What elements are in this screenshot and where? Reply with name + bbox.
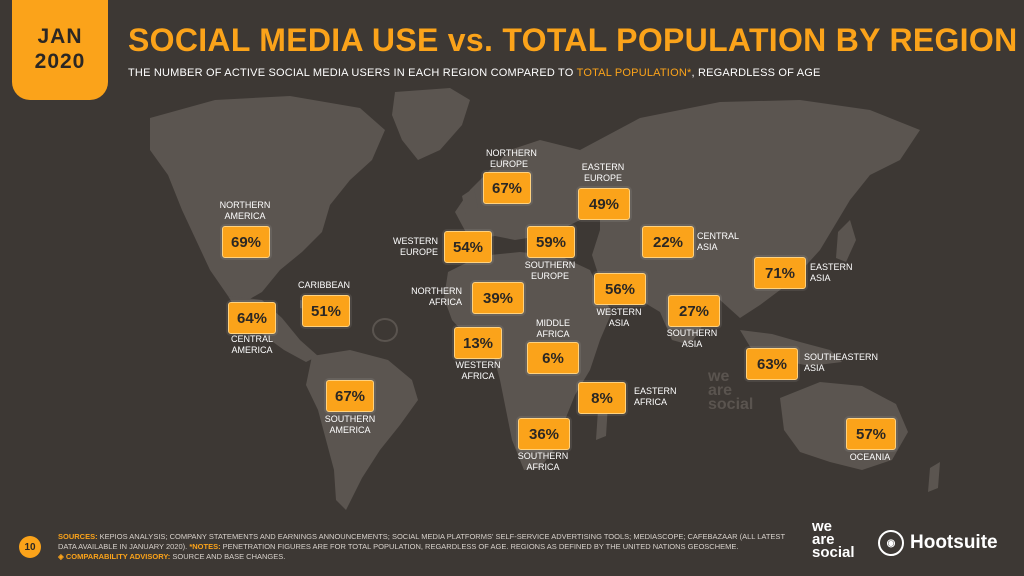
value-oceania: 57% [846,418,896,450]
date-year: 2020 [34,50,86,73]
north-america-shape [150,96,385,300]
value-western-africa: 13% [454,327,502,359]
value-southern-asia: 27% [668,295,720,327]
value-eastern-europe: 49% [578,188,630,220]
new-zealand-shape [928,462,940,492]
date-month: JAN [37,25,83,48]
owl-icon: ◉ [878,530,904,556]
value-caribbean: 51% [302,295,350,327]
label-southern-asia: SOUTHERN ASIA [666,328,718,349]
page-subtitle: THE NUMBER OF ACTIVE SOCIAL MEDIA USERS … [128,67,821,79]
value-northern-africa: 39% [472,282,524,314]
value-northern-europe: 67% [483,172,531,204]
label-oceania: OCEANIA [849,452,891,462]
label-eastern-europe: EASTERN EUROPE [581,162,625,183]
value-middle-africa: 6% [527,342,579,374]
label-western-africa: WESTERN AFRICA [455,360,501,381]
label-western-asia: WESTERN ASIA [596,307,642,328]
page-number: 10 [19,536,41,558]
british-isles-shape [462,188,478,214]
asia-shape [580,100,920,345]
we-are-social-logo: we are social [812,518,855,561]
we-are-social-watermark: we are social [708,368,754,413]
label-southern-africa: SOUTHERN AFRICA [517,451,569,472]
label-southern-europe: SOUTHERN EUROPE [524,260,576,281]
value-central-asia: 22% [642,226,694,258]
label-northern-africa: NORTHERN AFRICA [411,286,462,307]
label-southern-america: SOUTHERN AMERICA [324,414,376,435]
label-central-asia: CENTRAL ASIA [697,231,739,252]
label-central-america: CENTRAL AMERICA [230,334,273,355]
value-western-europe: 54% [444,231,492,263]
greenland-shape [392,88,470,160]
label-northern-america: NORTHERN AMERICA [219,200,271,221]
value-southern-america: 67% [326,380,374,412]
japan-shape [836,220,856,262]
value-central-america: 64% [228,302,276,334]
label-southeastern-asia: SOUTHEASTERN ASIA [804,352,879,373]
value-southern-europe: 59% [527,226,575,258]
value-western-asia: 56% [594,273,646,305]
value-southern-africa: 36% [518,418,570,450]
page-title: SOCIAL MEDIA USE vs. TOTAL POPULATION BY… [128,22,1018,58]
hootsuite-logo: ◉ Hootsuite [878,530,998,556]
value-southeastern-asia: 63% [746,348,798,380]
hootsuite-logo-text: Hootsuite [910,532,998,553]
value-eastern-africa: 8% [578,382,626,414]
label-eastern-asia: EASTERN ASIA [810,262,853,283]
label-western-europe: WESTERN EUROPE [393,236,438,257]
footnote: SOURCES: KEPIOS ANALYSIS; COMPANY STATEM… [58,532,785,561]
date-badge: JAN 2020 [12,0,108,100]
label-eastern-africa: EASTERN AFRICA [634,386,677,407]
hootsuite-watermark-icon [372,318,398,342]
value-northern-america: 69% [222,226,270,258]
label-northern-europe: NORTHERN EUROPE [486,148,537,169]
label-caribbean: CARIBBEAN [297,280,350,290]
value-eastern-asia: 71% [754,257,806,289]
label-middle-africa: MIDDLE AFRICA [535,318,570,339]
